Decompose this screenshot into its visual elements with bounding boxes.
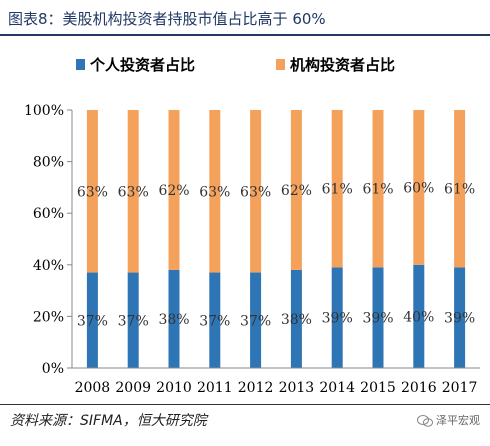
bar-2009-series-0 — [127, 272, 139, 368]
bar-2010-series-1 — [168, 110, 180, 270]
source-divider — [0, 404, 490, 405]
bar-2014-series-1 — [331, 110, 343, 268]
data-label-2008-series-1: 63% — [77, 184, 108, 200]
x-tick-label-2011: 2011 — [197, 380, 233, 396]
y-tick-label-0: 0% — [42, 361, 64, 377]
data-label-2010-series-0: 38% — [158, 312, 189, 328]
bar-2010-series-0 — [168, 269, 180, 368]
figure-title: 图表8：美股机构投资者持股市值占比高于 60% — [8, 10, 326, 28]
legend-swatch-0 — [76, 59, 85, 70]
bar-2012-series-1 — [250, 110, 262, 273]
data-label-2015-series-1: 61% — [362, 182, 393, 198]
wechat-icon — [417, 415, 433, 427]
watermark-text: 泽平宏观 — [436, 414, 480, 427]
x-tick-label-2009: 2009 — [115, 380, 151, 396]
data-label-2008-series-0: 37% — [77, 313, 108, 329]
data-label-2010-series-1: 62% — [158, 183, 189, 199]
data-label-2016-series-0: 40% — [403, 309, 434, 325]
bar-2016-series-0 — [413, 264, 425, 368]
bar-2013-series-0 — [290, 269, 302, 368]
y-tick-label-3: 60% — [33, 206, 64, 222]
bar-2011-series-0 — [209, 272, 221, 368]
x-tick-label-2013: 2013 — [279, 380, 315, 396]
data-label-2009-series-0: 37% — [118, 313, 149, 329]
data-label-2012-series-1: 63% — [240, 184, 271, 200]
bar-2016-series-1 — [413, 110, 425, 265]
data-label-2017-series-0: 39% — [444, 311, 475, 327]
y-axis: 0% 20% 40% 60% 80% 100% — [24, 103, 73, 377]
legend-label-1: 机构投资者占比 — [290, 56, 395, 74]
bar-2012-series-0 — [250, 272, 262, 368]
bar-2009-series-1 — [127, 110, 139, 273]
y-tick-label-4: 80% — [33, 155, 64, 171]
bar-2013-series-1 — [290, 110, 302, 270]
data-label-2012-series-0: 37% — [240, 313, 271, 329]
legend-label-0: 个人投资者占比 — [89, 56, 195, 74]
chart-legend: 个人投资者占比 机构投资者占比 — [76, 56, 395, 74]
data-label-2016-series-1: 60% — [403, 180, 434, 196]
y-tick-label-2: 40% — [33, 258, 64, 274]
data-label-2011-series-1: 63% — [199, 184, 230, 200]
x-tick-label-2016: 2016 — [401, 380, 437, 396]
legend-swatch-1 — [276, 59, 285, 70]
bar-2008-series-0 — [86, 272, 98, 368]
data-label-2009-series-1: 63% — [118, 184, 149, 200]
x-tick-label-2012: 2012 — [238, 380, 274, 396]
title-divider — [0, 34, 490, 36]
x-axis: 2008 2009 2010 2011 2012 2013 2014 2015 2016 2017 — [72, 367, 480, 396]
data-label-2015-series-0: 39% — [362, 311, 393, 327]
y-tick-label-5: 100% — [24, 103, 64, 119]
bar-2015-series-1 — [372, 110, 384, 268]
data-label-2017-series-1: 61% — [444, 182, 475, 198]
bar-2008-series-1 — [86, 110, 98, 273]
source-note: 资料来源：SIFMA，恒大研究院 — [10, 413, 207, 429]
bar-2014-series-0 — [331, 267, 343, 368]
x-tick-label-2008: 2008 — [75, 380, 111, 396]
data-label-2014-series-1: 61% — [322, 182, 353, 198]
data-label-2013-series-0: 38% — [281, 312, 312, 328]
x-tick-label-2017: 2017 — [442, 380, 478, 396]
bar-2017-series-0 — [454, 267, 466, 368]
bar-2011-series-1 — [209, 110, 221, 273]
y-tick-label-1: 20% — [33, 309, 64, 325]
bar-2017-series-1 — [454, 110, 466, 268]
data-label-2011-series-0: 37% — [199, 313, 230, 329]
watermark: 泽平宏观 — [417, 412, 480, 428]
bars: 37% 63% 37% 63% 38% 62% 37% 63% 37% 63% 38% 62% 39% 6… — [77, 110, 475, 368]
x-tick-label-2015: 2015 — [360, 380, 396, 396]
data-label-2013-series-1: 62% — [281, 183, 312, 199]
data-label-2014-series-0: 39% — [322, 311, 353, 327]
x-tick-label-2010: 2010 — [156, 380, 192, 396]
bar-2015-series-0 — [372, 267, 384, 368]
x-tick-label-2014: 2014 — [319, 380, 355, 396]
